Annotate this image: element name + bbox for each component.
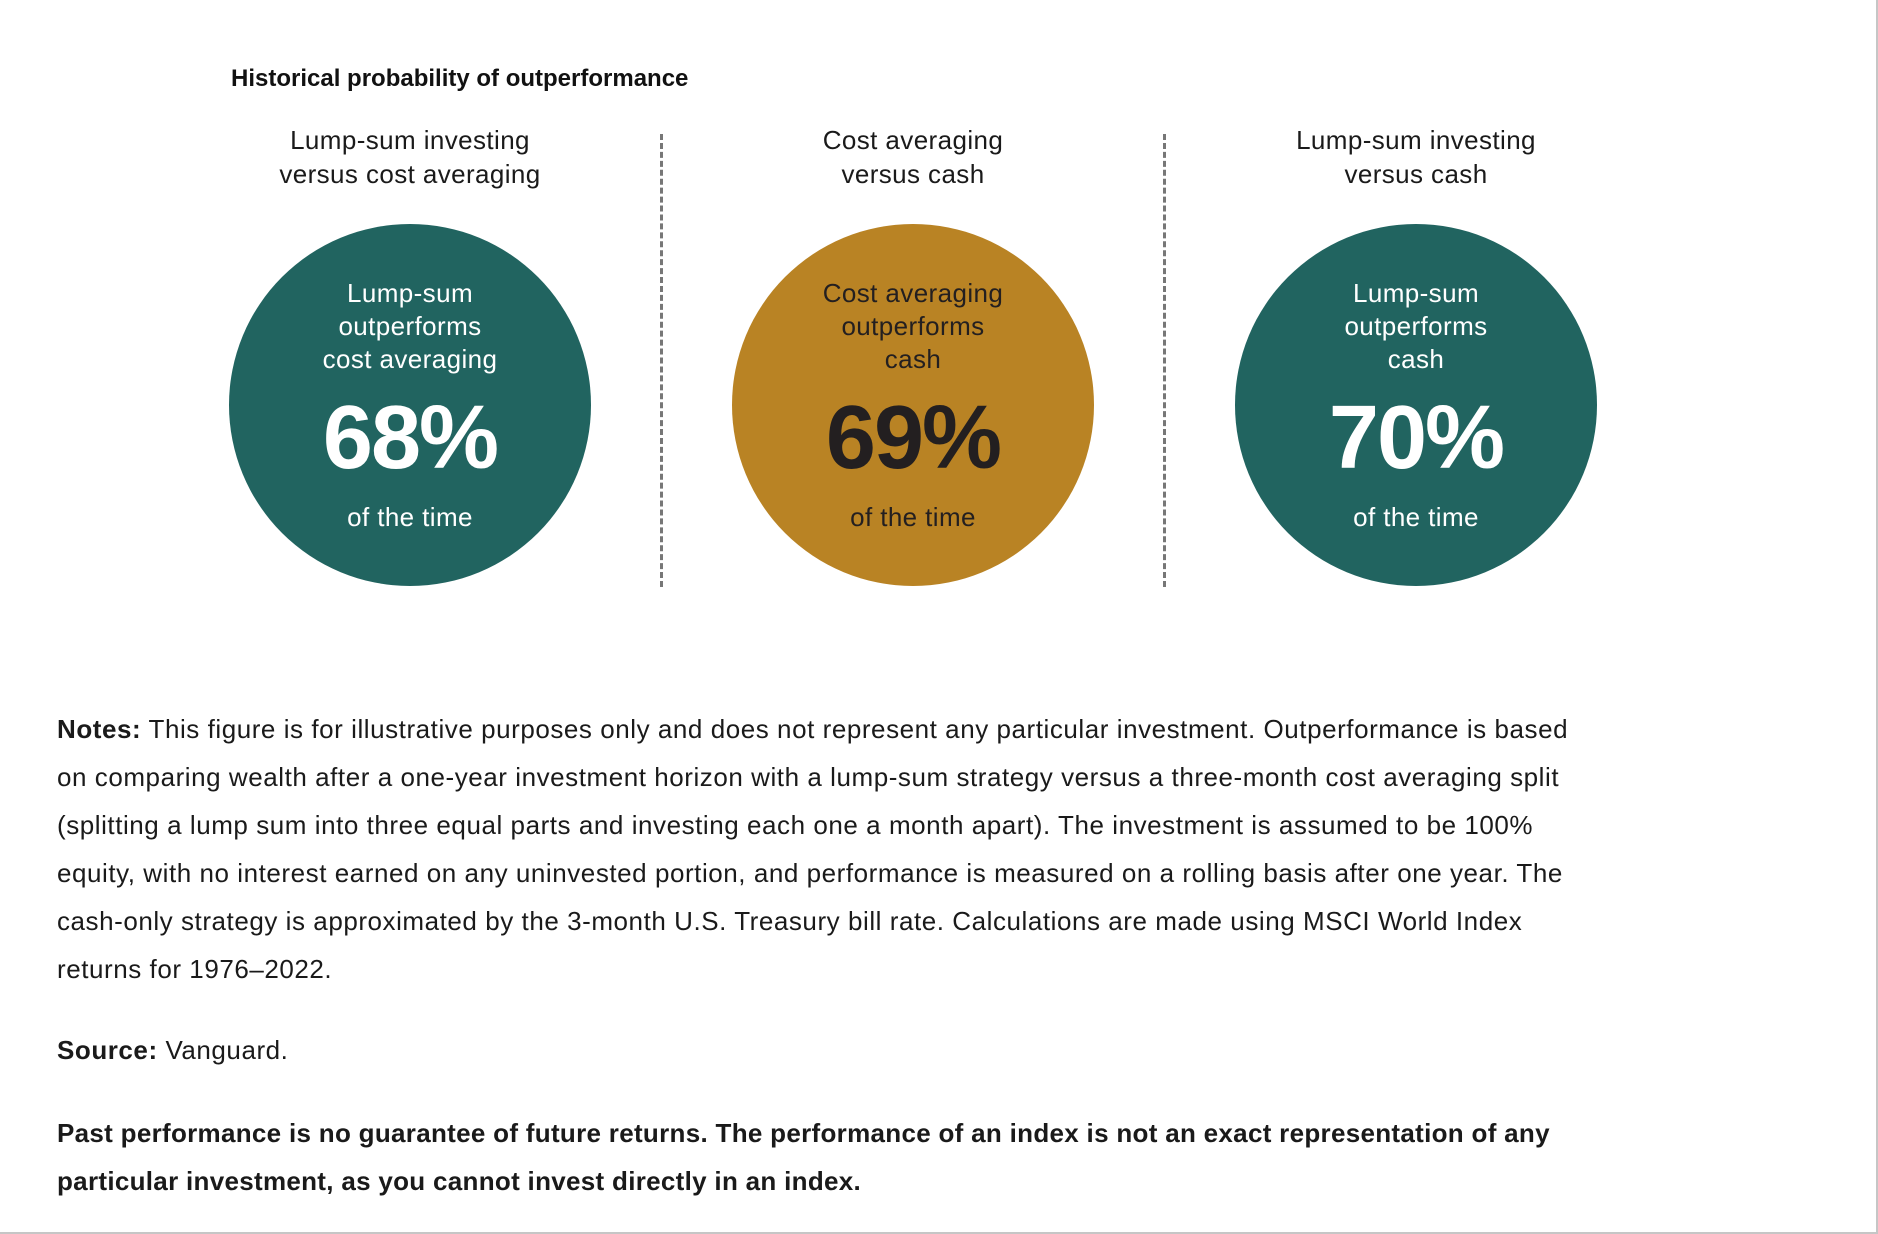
circle-footer: of the time	[850, 502, 976, 532]
panel-header-line: versus cash	[841, 159, 985, 189]
notes-line: equity, with no interest earned on any u…	[57, 858, 1563, 888]
percent-value: 70%	[1328, 388, 1505, 488]
disclaimer: Past performance is no guarantee of futu…	[57, 1109, 1550, 1205]
circle-label-line: cash	[1387, 344, 1445, 374]
value-circle	[1235, 224, 1597, 586]
circle-footer: of the time	[1353, 502, 1479, 532]
circle-label-line: Lump-sum	[1352, 278, 1479, 308]
notes-line: returns for 1976–2022.	[57, 954, 333, 984]
value-circle	[732, 224, 1094, 586]
dashed-divider	[660, 134, 663, 587]
circle-label-line: cost averaging	[322, 344, 498, 374]
notes-paragraph: Notes: This figure is for illustrative p…	[57, 705, 1568, 993]
notes-label: Notes:	[57, 714, 142, 744]
percent-value: 69%	[825, 388, 1002, 488]
panel-header: Cost averaging versus cash	[683, 123, 1143, 191]
source-label: Source:	[57, 1035, 158, 1065]
panel-header-line: Cost averaging	[822, 125, 1004, 155]
dashed-divider	[1163, 134, 1166, 587]
source-text: Vanguard.	[165, 1035, 289, 1065]
percent-value: 68%	[322, 388, 499, 488]
circle-label: Cost averaging outperforms cash	[683, 277, 1143, 376]
disclaimer-line: Past performance is no guarantee of futu…	[57, 1118, 1550, 1148]
value-circle	[229, 224, 591, 586]
circle-label-line: cash	[884, 344, 942, 374]
circle-label-line: outperforms	[841, 311, 985, 341]
panel-header-line: Lump-sum investing	[1296, 125, 1536, 155]
circle-label: Lump-sum outperforms cost averaging	[180, 277, 640, 376]
panel-header: Lump-sum investing versus cost averaging	[180, 123, 640, 191]
chart-title: Historical probability of outperformance	[231, 65, 689, 92]
notes-line: cash-only strategy is approximated by th…	[57, 906, 1523, 936]
notes-text: This figure is for illustrative purposes…	[148, 714, 1569, 744]
notes-line: (splitting a lump sum into three equal p…	[57, 810, 1534, 840]
source-line: Source: Vanguard.	[57, 1026, 288, 1074]
notes-line: on comparing wealth after a one-year inv…	[57, 762, 1560, 792]
panel-header: Lump-sum investing versus cash	[1186, 123, 1646, 191]
panel-header-line: Lump-sum investing	[290, 125, 530, 155]
circle-label-line: outperforms	[338, 311, 482, 341]
circle-footer: of the time	[347, 502, 473, 532]
panel-header-line: versus cash	[1344, 159, 1488, 189]
circle-label-line: Lump-sum	[346, 278, 473, 308]
notes-line: Notes: This figure is for illustrative p…	[57, 705, 1568, 753]
disclaimer-line: particular investment, as you cannot inv…	[57, 1166, 862, 1196]
panel-header-line: versus cost averaging	[279, 159, 541, 189]
circle-label-line: outperforms	[1344, 311, 1488, 341]
circle-label-line: Cost averaging	[822, 278, 1004, 308]
circle-label: Lump-sum outperforms cash	[1186, 277, 1646, 376]
